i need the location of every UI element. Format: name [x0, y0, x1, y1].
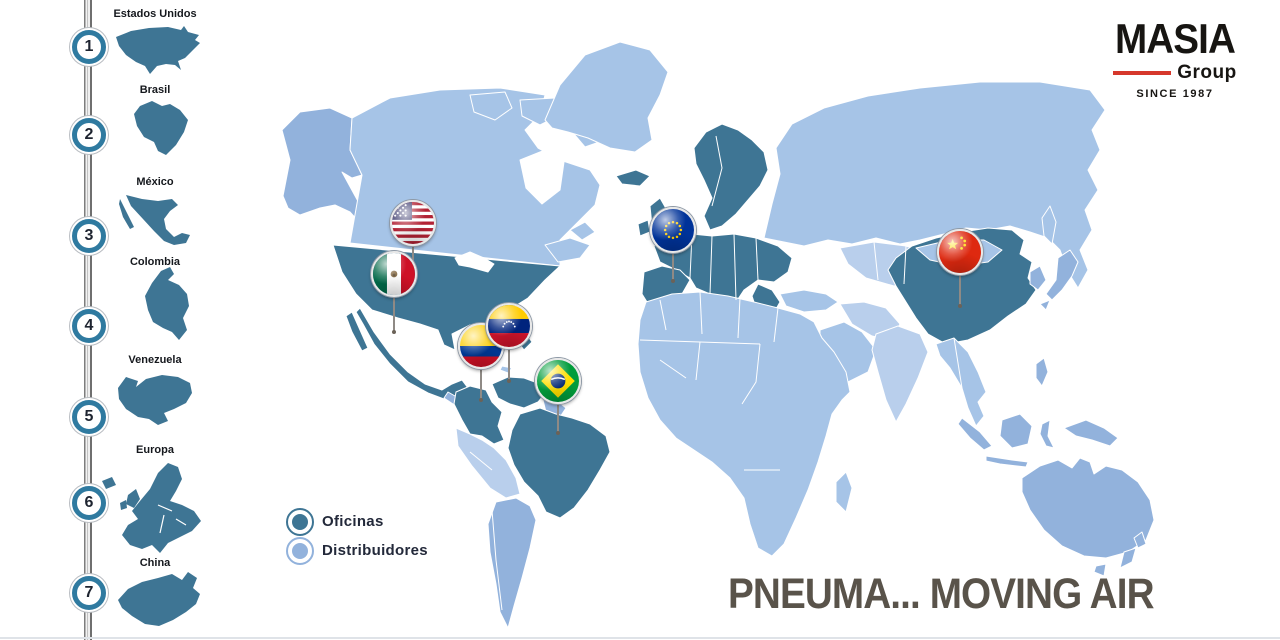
node-number: 4: [84, 317, 94, 334]
offices-label: Oficinas: [322, 513, 384, 530]
logo-red-line: [1113, 71, 1172, 75]
distributors-label: Distribuidores: [322, 542, 428, 559]
sidebar-label-china: China: [139, 557, 171, 569]
timeline-node-2: 2: [72, 118, 106, 152]
map-region-new-guinea: [1063, 419, 1119, 447]
brazil-flag-icon: [535, 358, 581, 404]
eu-flag-icon: [650, 207, 696, 253]
legend-distributors-row: Distribuidores: [286, 536, 428, 565]
timeline-node-4: 4: [72, 309, 106, 343]
map-region-australia: [1021, 457, 1155, 559]
map-region-china: [887, 227, 1037, 345]
sidebar-label-mexico: México: [136, 176, 174, 188]
map-region-russia: [763, 81, 1106, 289]
timeline-node-6: 6: [72, 486, 106, 520]
map-region-sumatra: [957, 417, 993, 451]
map-region-tasmania: [1093, 563, 1107, 577]
map-region-greenland: [544, 41, 669, 153]
sidebar-label-brasil: Brasil: [139, 84, 171, 96]
venezuela-silhouette-icon: [118, 375, 192, 425]
great-lakes: [454, 251, 495, 273]
tagline: PNEUMA... MOVING AIR: [728, 570, 1155, 618]
sidebar-label-venezuela: Venezuela: [128, 354, 182, 366]
map-region-india: [871, 325, 929, 423]
map-region-sulawesi: [1039, 419, 1055, 449]
map-region-korea: [1029, 265, 1047, 291]
usa-silhouette-icon: [116, 26, 200, 74]
venezuela-flag-icon: [486, 303, 532, 349]
hudson-bay: [519, 149, 565, 205]
node-number: 1: [84, 38, 94, 55]
map-region-alaska: [281, 107, 376, 233]
timeline-node-3: 3: [72, 219, 106, 253]
timeline-node-7: 7: [72, 576, 106, 610]
map-region-ireland: [637, 219, 651, 237]
china-silhouette-icon: [118, 572, 200, 626]
pin-stick: [556, 381, 560, 435]
distributors-dot-icon: [286, 536, 314, 565]
brazil-silhouette-icon: [134, 101, 188, 155]
node-number: 6: [84, 494, 94, 511]
sidebar-label-europa: Europa: [136, 444, 174, 456]
timeline-node-5: 5: [72, 400, 106, 434]
map-region-europe-main: [653, 233, 793, 333]
logo-group-text: Group: [1177, 62, 1237, 83]
map-region-iceland: [615, 169, 651, 187]
logo-since-text: SINCE 1987: [1136, 88, 1214, 100]
pin-stick: [507, 326, 511, 383]
map-legend: Oficinas Distribuidores: [286, 507, 428, 571]
node-number: 2: [84, 126, 94, 143]
map-region-sakhalin: [1041, 205, 1057, 245]
map-region-borneo: [999, 413, 1033, 449]
sidebar-label-usa: Estados Unidos: [113, 8, 197, 20]
map-region-africa: [637, 291, 851, 557]
pin-stick: [392, 274, 396, 334]
offices-dot-icon: [286, 507, 314, 536]
map-region-nz-north: [1133, 531, 1147, 549]
node-number: 5: [84, 408, 94, 425]
map-region-brazil: [507, 407, 611, 519]
node-number: 7: [84, 584, 94, 601]
country-borders: [469, 135, 963, 611]
map-region-peru-bolivia: [455, 427, 521, 499]
masia-group-logo: MASIA Group SINCE 1987: [1100, 18, 1250, 100]
sidebar-label-colombia: Colombia: [129, 256, 181, 268]
map-region-arctic-island-1: [469, 91, 513, 121]
colombia-silhouette-icon: [145, 267, 189, 340]
map-region-newfoundland: [569, 221, 596, 241]
europe-silhouette-icon: [102, 463, 201, 553]
map-region-baja: [345, 311, 369, 352]
china-flag-icon: [937, 229, 983, 275]
pin-stick: [958, 252, 962, 308]
map-region-japan-south: [1039, 299, 1051, 311]
logo-brand-text: MASIA: [1115, 15, 1236, 62]
usa-flag-icon: [390, 200, 436, 246]
map-region-philippines: [1035, 357, 1049, 387]
map-region-scandinavia: [693, 123, 769, 231]
map-region-nz-south: [1119, 547, 1137, 569]
map-region-japan: [1045, 249, 1079, 301]
map-region-madagascar: [835, 471, 853, 513]
bottom-divider: [0, 637, 1280, 639]
legend-offices-row: Oficinas: [286, 507, 428, 536]
timeline-node-1: 1: [72, 30, 106, 64]
mexico-flag-icon: [371, 251, 417, 297]
pin-stick: [671, 230, 675, 283]
map-region-java: [985, 455, 1029, 468]
map-region-colombia: [453, 385, 505, 445]
map-region-maritimes: [544, 237, 591, 263]
map-region-turkey: [779, 289, 839, 313]
node-number: 3: [84, 227, 94, 244]
map-region-hispaniola: [499, 365, 513, 374]
map-region-argentina-chile: [487, 497, 537, 629]
pin-stick: [479, 346, 483, 402]
mexico-silhouette-icon: [119, 195, 190, 245]
